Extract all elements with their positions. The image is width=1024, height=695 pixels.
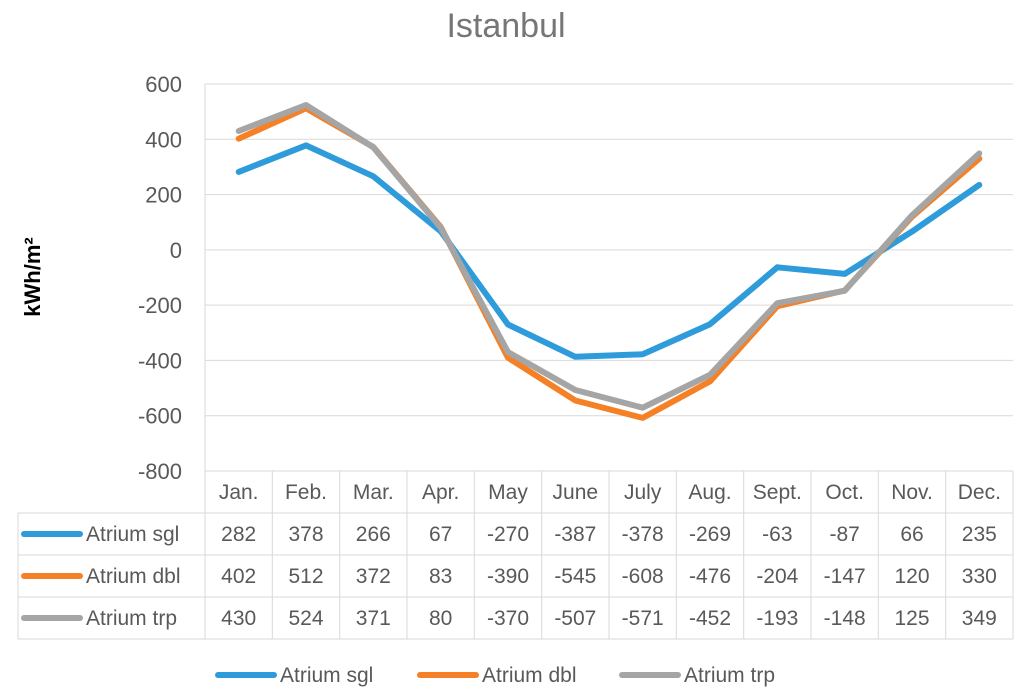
table-series-name: Atrium trp <box>86 607 177 630</box>
data-value: -87 <box>829 523 859 546</box>
data-value: -63 <box>762 523 792 546</box>
data-value: 402 <box>221 565 256 588</box>
data-value: -608 <box>622 565 664 588</box>
data-value: 235 <box>962 523 997 546</box>
category-label: Dec. <box>958 481 1001 504</box>
data-value: 378 <box>288 523 323 546</box>
data-value: 266 <box>356 523 391 546</box>
data-value: 67 <box>429 523 452 546</box>
series-lines <box>235 102 983 421</box>
data-value: -370 <box>487 607 529 630</box>
data-value: -193 <box>756 607 798 630</box>
category-label: Jan. <box>219 481 259 504</box>
gridlines <box>205 83 1013 472</box>
table-series-name: Atrium sgl <box>86 523 179 546</box>
data-value: 83 <box>429 565 452 588</box>
data-value: -390 <box>487 565 529 588</box>
legend-entry: Atrium dbl <box>482 664 577 687</box>
data-value: -387 <box>554 523 596 546</box>
y-tick-label: -600 <box>138 404 182 429</box>
data-value: -148 <box>824 607 866 630</box>
chart-title: Istanbul <box>446 7 565 45</box>
data-value: 512 <box>288 565 323 588</box>
data-value: -269 <box>689 523 731 546</box>
category-label: Feb. <box>285 481 327 504</box>
legend-entry: Atrium trp <box>684 664 775 687</box>
legend: Atrium sgl Atrium dbl Atrium trp <box>215 664 775 687</box>
data-value: -378 <box>622 523 664 546</box>
data-value: -452 <box>689 607 731 630</box>
category-label: Apr. <box>422 481 459 504</box>
category-label: Aug. <box>688 481 731 504</box>
y-tick-label: -400 <box>138 348 182 373</box>
data-table: Jan. Feb. Mar. Apr. May June July Aug. Sept. Oct.… <box>17 84 1014 640</box>
data-value: 371 <box>356 607 391 630</box>
y-tick-label: -800 <box>138 459 182 484</box>
category-label: May <box>488 481 528 504</box>
y-tick-label: 200 <box>145 183 182 208</box>
y-tick-label: 400 <box>145 127 182 152</box>
y-tick-label: 600 <box>145 72 182 97</box>
data-value: 349 <box>962 607 997 630</box>
data-value: 80 <box>429 607 452 630</box>
data-value: -476 <box>689 565 731 588</box>
y-tick-label: -200 <box>138 293 182 318</box>
category-label: June <box>553 481 599 504</box>
series-line <box>235 142 983 360</box>
category-label: Mar. <box>353 481 394 504</box>
table-series-name: Atrium dbl <box>86 565 181 588</box>
data-value: -571 <box>622 607 664 630</box>
data-value: -204 <box>756 565 798 588</box>
series-line <box>235 102 983 411</box>
data-value: 282 <box>221 523 256 546</box>
category-label: July <box>624 481 662 504</box>
category-label: Oct. <box>825 481 864 504</box>
data-value: 524 <box>288 607 323 630</box>
y-tick-label: 0 <box>170 238 182 263</box>
data-value: 330 <box>962 565 997 588</box>
data-value: 372 <box>356 565 391 588</box>
data-value: 125 <box>894 607 929 630</box>
data-value: -270 <box>487 523 529 546</box>
legend-entry: Atrium sgl <box>280 664 373 687</box>
data-value: 430 <box>221 607 256 630</box>
category-label: Sept. <box>753 481 802 504</box>
y-tick-labels: 600 400 200 0 -200 -400 -600 -800 <box>138 72 182 484</box>
data-value: -147 <box>824 565 866 588</box>
data-value: 66 <box>900 523 923 546</box>
y-axis-label: kWh/m² <box>20 237 45 316</box>
category-label: Nov. <box>891 481 933 504</box>
data-value: -507 <box>554 607 596 630</box>
data-value: 120 <box>894 565 929 588</box>
data-value: -545 <box>554 565 596 588</box>
